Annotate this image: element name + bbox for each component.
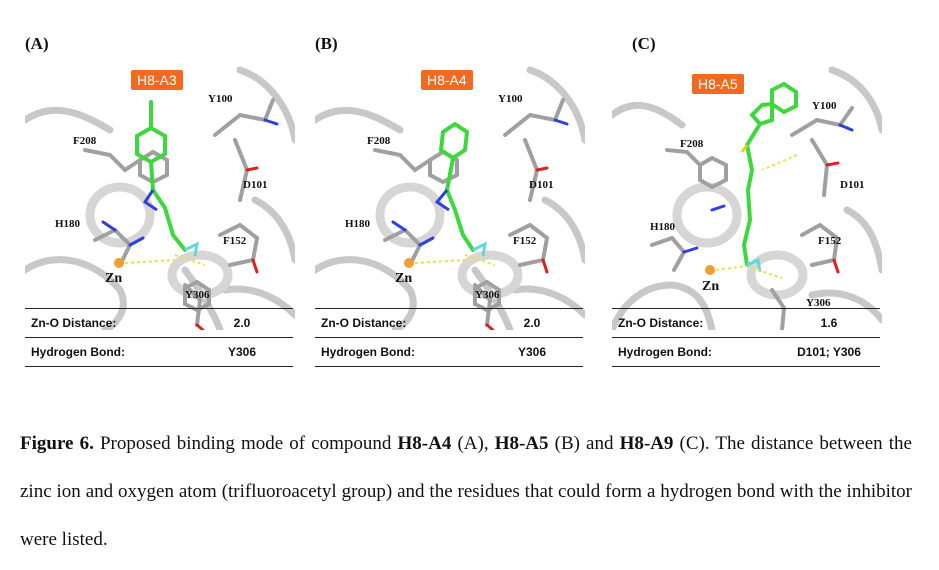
residue-label-y100: Y100 (812, 100, 837, 112)
table-row: Hydrogen Bond: Y306 (25, 337, 293, 367)
residue-label-f208: F208 (367, 135, 391, 147)
residue-label-h180: H180 (55, 218, 81, 230)
residue-label-y306: Y306 (185, 289, 210, 301)
figure-caption: Figure 6. Proposed binding mode of compo… (20, 420, 912, 564)
panel-label: (B) (315, 34, 338, 53)
caption-text: (A), (451, 433, 495, 454)
panel-label: (A) (25, 34, 49, 53)
row-key: Zn-O Distance: (25, 308, 191, 338)
row-key: Hydrogen Bond: (25, 337, 191, 367)
info-table: Zn-O Distance: 2.0 Hydrogen Bond: Y306 (315, 308, 583, 367)
row-value: 1.6 (778, 308, 880, 338)
table-row: Zn-O Distance: 2.0 (25, 308, 293, 338)
residue-label-f152: F152 (818, 235, 842, 247)
residue-label-d101: D101 (529, 179, 553, 191)
caption-text: (B) and (548, 433, 620, 454)
panel-b: (B) (315, 34, 585, 379)
caption-text: Proposed binding mode of compound (93, 433, 398, 454)
compound-name: H8-A5 (494, 433, 549, 454)
row-value: D101; Y306 (778, 337, 880, 367)
info-table: Zn-O Distance: 1.6 Hydrogen Bond: D101; … (612, 308, 880, 367)
zn-label: Zn (105, 271, 122, 286)
table-row: Hydrogen Bond: Y306 (315, 337, 583, 367)
row-key: Hydrogen Bond: (612, 337, 778, 367)
binding-mode-figure: Y100 F208 D101 H180 F152 Y306 Zn (315, 66, 585, 330)
row-value: Y306 (191, 337, 293, 367)
residue-label-y306: Y306 (475, 289, 500, 301)
residue-label-f152: F152 (223, 235, 247, 247)
panel-c: (C) (612, 34, 882, 379)
compound-tag: H8-A5 (692, 74, 744, 94)
zn-label: Zn (395, 271, 412, 286)
binding-mode-figure: Y100 F208 D101 H180 F152 Y306 Zn (612, 66, 882, 330)
table-row: Zn-O Distance: 2.0 (315, 308, 583, 338)
zn-label: Zn (702, 279, 719, 294)
compound-tag: H8-A4 (421, 70, 473, 90)
residue-label-y100: Y100 (498, 93, 523, 105)
compound-tag: H8-A3 (131, 70, 183, 90)
compound-name: H8-A9 (619, 433, 674, 454)
table-row: Zn-O Distance: 1.6 (612, 308, 880, 338)
residue-label-y100: Y100 (208, 93, 233, 105)
residue-label-h180: H180 (345, 218, 371, 230)
row-value: 2.0 (191, 308, 293, 338)
residue-label-f208: F208 (73, 135, 97, 147)
compound-name: H8-A4 (397, 433, 452, 454)
residue-label-f208: F208 (680, 138, 704, 150)
binding-mode-figure: Y100 F208 D101 H180 F152 Y306 Zn (25, 66, 295, 330)
row-value: Y306 (481, 337, 583, 367)
panel-label: (C) (632, 34, 656, 53)
residue-label-d101: D101 (243, 179, 267, 191)
caption-text: (C). The distance between the zinc ion a… (20, 433, 912, 550)
figure-label: Figure 6. (20, 433, 94, 454)
row-key: Hydrogen Bond: (315, 337, 481, 367)
residue-label-h180: H180 (650, 221, 676, 233)
residue-label-d101: D101 (840, 179, 864, 191)
panel-a: (A) (25, 34, 295, 379)
row-key: Zn-O Distance: (612, 308, 778, 338)
row-value: 2.0 (481, 308, 583, 338)
residue-label-y306: Y306 (806, 297, 831, 309)
row-key: Zn-O Distance: (315, 308, 481, 338)
info-table: Zn-O Distance: 2.0 Hydrogen Bond: Y306 (25, 308, 293, 367)
table-row: Hydrogen Bond: D101; Y306 (612, 337, 880, 367)
residue-label-f152: F152 (513, 235, 537, 247)
